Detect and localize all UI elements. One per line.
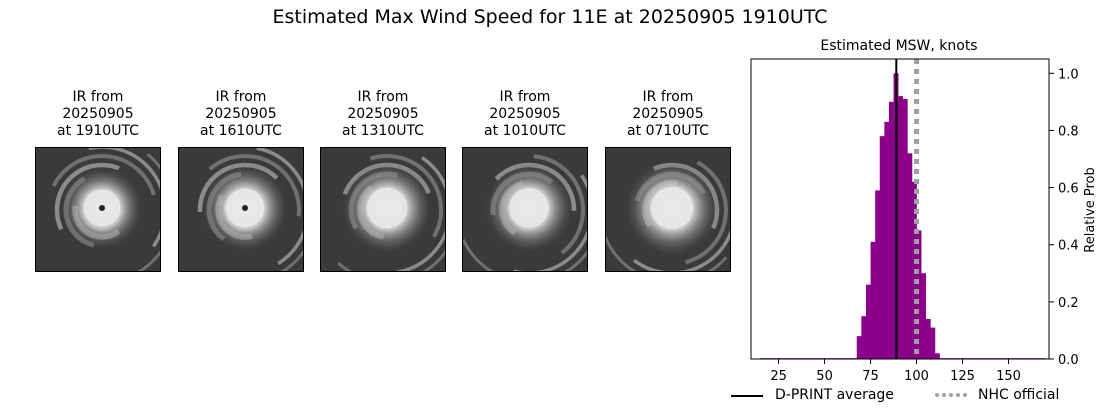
histogram-bar xyxy=(898,96,904,360)
ir-panel-caption: IR from 20250905 at 1910UTC xyxy=(57,89,139,139)
ir-panel-caption: IR from 20250905 at 0710UTC xyxy=(627,89,709,139)
x-tick-label: 25 xyxy=(770,369,787,384)
ir-satellite-image xyxy=(178,147,304,272)
figure-title: Estimated Max Wind Speed for 11E at 2025… xyxy=(272,6,828,28)
y-tick-label: 0.6 xyxy=(1058,182,1079,197)
legend-item-dprint: D-PRINT average xyxy=(731,386,921,406)
legend-item-nhc: NHC official xyxy=(935,386,1085,406)
y-tick-label: 0.2 xyxy=(1058,296,1079,311)
histogram-bar xyxy=(916,230,922,359)
ir-panel-caption: IR from 20250905 at 1610UTC xyxy=(200,89,282,139)
histogram-bar xyxy=(884,121,890,359)
x-axis: 25 50 75 100 125 150 xyxy=(770,359,1021,384)
x-tick-label: 75 xyxy=(862,369,879,384)
histogram-bar xyxy=(856,336,862,359)
histogram-bar xyxy=(870,241,876,359)
x-tick-label: 50 xyxy=(816,369,833,384)
ir-panel-5: IR from 20250905 at 0710UTC xyxy=(605,89,731,272)
histogram-bar xyxy=(934,353,940,359)
chart-title: Estimated MSW, knots xyxy=(820,38,977,54)
ir-satellite-image xyxy=(35,147,161,272)
ir-cloud-pattern xyxy=(179,148,303,271)
histogram-bar xyxy=(925,319,931,359)
y-axis-label: Relative Prob xyxy=(1083,167,1098,252)
storm-eye xyxy=(99,205,105,211)
histogram-bar xyxy=(888,101,894,359)
legend-dotted-line-swatch xyxy=(935,393,967,397)
histogram-bar xyxy=(879,136,885,359)
ir-cloud-pattern xyxy=(606,148,730,271)
ir-panel-1: IR from 20250905 at 1910UTC xyxy=(35,89,161,272)
ir-satellite-image xyxy=(320,147,446,272)
ir-panel-2: IR from 20250905 at 1610UTC xyxy=(178,89,304,272)
ir-cloud-pattern xyxy=(321,148,445,271)
histogram-bar xyxy=(865,284,871,359)
y-tick-label: 0.0 xyxy=(1058,353,1079,368)
ir-panel-4: IR from 20250905 at 1010UTC xyxy=(462,89,588,272)
legend-label: D-PRINT average xyxy=(775,387,894,403)
legend-label: NHC official xyxy=(978,387,1060,403)
y-tick-label: 0.4 xyxy=(1058,239,1079,254)
ir-satellite-image xyxy=(462,147,588,272)
y-axis: 0.0 0.2 0.4 0.6 0.8 1.0 xyxy=(1049,67,1079,368)
y-tick-label: 0.8 xyxy=(1058,124,1079,139)
storm-eye xyxy=(242,205,248,211)
bars-layer xyxy=(760,73,1046,360)
plot-frame xyxy=(750,58,1050,360)
ir-panel-caption: IR from 20250905 at 1010UTC xyxy=(484,89,566,139)
ir-satellite-image xyxy=(605,147,731,272)
ir-cloud-pattern xyxy=(36,148,160,271)
ir-panel-3: IR from 20250905 at 1310UTC xyxy=(320,89,446,272)
x-tick-label: 125 xyxy=(950,369,975,384)
ir-cloud-pattern xyxy=(463,148,587,271)
legend-solid-line-swatch xyxy=(731,395,763,397)
x-tick-label: 150 xyxy=(996,369,1021,384)
histogram-bar xyxy=(902,99,908,359)
ir-panel-caption: IR from 20250905 at 1310UTC xyxy=(342,89,424,139)
histogram-bar xyxy=(861,316,867,359)
reference-lines xyxy=(895,59,920,359)
histogram-bar xyxy=(875,190,881,359)
histogram-bar xyxy=(930,327,936,359)
y-tick-label: 1.0 xyxy=(1058,67,1079,82)
histogram-bar xyxy=(907,153,913,359)
histogram-bar xyxy=(921,273,927,359)
x-tick-label: 100 xyxy=(904,369,929,384)
